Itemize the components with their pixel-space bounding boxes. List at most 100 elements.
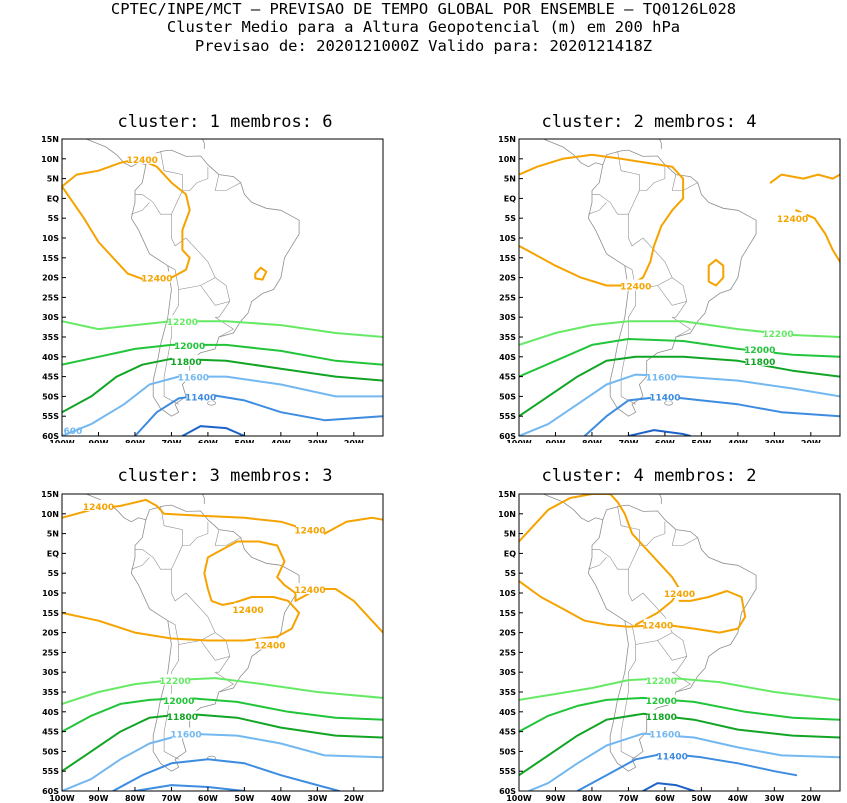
country-border bbox=[182, 521, 209, 546]
contour-label-11600: 11600 bbox=[178, 374, 209, 384]
country-border bbox=[657, 277, 688, 306]
contour-label-bg bbox=[161, 674, 190, 686]
contour-label-bg bbox=[647, 674, 676, 686]
y-tick-label: 60S bbox=[499, 787, 516, 796]
contour-label-11600: 11600 bbox=[649, 731, 680, 741]
y-tick-label: EQ bbox=[47, 549, 59, 558]
contour-label-12000: 12000 bbox=[744, 346, 775, 356]
contour-label-11800: 11800 bbox=[646, 713, 677, 723]
y-tick-label: 5S bbox=[48, 569, 60, 578]
contour-label-bg bbox=[255, 638, 284, 650]
country-border bbox=[620, 644, 636, 760]
x-tick-label: 20W bbox=[344, 794, 364, 803]
contour-label-bg bbox=[164, 693, 193, 705]
y-tick-label: 20S bbox=[499, 629, 516, 638]
x-tick-label: 60W bbox=[655, 794, 675, 803]
contour-line-11800 bbox=[519, 712, 840, 777]
x-tick-label: 70W bbox=[618, 439, 638, 443]
country-border bbox=[215, 671, 234, 693]
contour-line-11600 bbox=[62, 375, 383, 436]
panel-title: cluster: 4 membros: 2 bbox=[541, 466, 757, 486]
y-tick-label: 10S bbox=[42, 589, 59, 598]
x-tick-label: 80W bbox=[582, 439, 602, 443]
y-tick-label: 50S bbox=[499, 747, 516, 756]
cluster-panel-3: cluster: 3 membros: 3 12400 12400 12400 124… bbox=[0, 466, 424, 803]
contour-line-12400 bbox=[62, 498, 383, 535]
x-tick-label: 100W bbox=[506, 439, 532, 443]
y-tick-label: 20S bbox=[499, 274, 516, 283]
y-tick-label: 5S bbox=[505, 214, 517, 223]
contour-label-bg bbox=[175, 338, 204, 350]
country-border bbox=[214, 174, 241, 191]
contour-label-11400: 11400 bbox=[649, 393, 680, 403]
y-tick-label: EQ bbox=[504, 549, 516, 558]
country-border bbox=[163, 289, 179, 405]
country-border bbox=[671, 529, 698, 546]
y-tick-label: 40S bbox=[499, 353, 516, 362]
country-border bbox=[215, 301, 231, 318]
contour-edge-label: 600 bbox=[64, 427, 83, 437]
header-line-2: Cluster Medio para a Altura Geopotencial… bbox=[166, 18, 681, 36]
contour-map: 12400 12400 12200 12000 11800 11600 11400 600 15… bbox=[41, 135, 384, 443]
country-border bbox=[588, 557, 607, 570]
y-tick-label: 45S bbox=[499, 373, 516, 382]
contour-line-11800 bbox=[62, 712, 383, 773]
x-tick-label: 20W bbox=[344, 439, 364, 443]
coastline-south-america bbox=[587, 149, 757, 417]
y-tick-label: 15N bbox=[498, 490, 516, 499]
y-tick-label: 30S bbox=[42, 313, 59, 322]
y-tick-label: 10N bbox=[498, 510, 516, 519]
contour-line-12000 bbox=[62, 696, 383, 733]
contour-label-12200: 12200 bbox=[762, 330, 793, 340]
contour-label-bg bbox=[647, 709, 676, 721]
contour-line-11600 bbox=[62, 732, 383, 791]
contour-label-12400: 12400 bbox=[777, 215, 808, 225]
y-tick-label: EQ bbox=[504, 194, 516, 203]
x-tick-label: 20W bbox=[801, 794, 821, 803]
coastline-central-america bbox=[542, 139, 604, 168]
x-tick-label: 60W bbox=[198, 794, 218, 803]
y-tick-label: 40S bbox=[42, 353, 59, 362]
coastline-south-america bbox=[130, 149, 300, 417]
contour-line-12400 bbox=[519, 580, 747, 634]
country-border bbox=[167, 214, 216, 290]
y-tick-label: 60S bbox=[42, 787, 59, 796]
contour-label-bg bbox=[647, 693, 676, 705]
x-tick-label: 80W bbox=[582, 794, 602, 803]
x-tick-label: 50W bbox=[234, 794, 254, 803]
y-tick-label: 60S bbox=[42, 432, 59, 441]
country-border bbox=[639, 166, 666, 191]
country-border bbox=[182, 166, 209, 191]
contour-line-12400 bbox=[519, 494, 681, 626]
contour-label-bg bbox=[665, 587, 694, 598]
contour-label-12400: 12400 bbox=[642, 622, 673, 632]
y-tick-label: 20S bbox=[42, 274, 59, 283]
country-border bbox=[200, 277, 231, 306]
x-tick-label: 30W bbox=[307, 439, 327, 443]
contour-label-12000: 12000 bbox=[163, 697, 194, 707]
contour-line-12400 bbox=[519, 153, 685, 287]
contour-label-bg bbox=[172, 354, 201, 366]
coastline-caribbean bbox=[659, 494, 662, 504]
contour-label-11800: 11800 bbox=[170, 358, 201, 368]
country-border bbox=[657, 632, 688, 661]
contour-label-bg bbox=[658, 749, 687, 761]
y-tick-label: 45S bbox=[42, 373, 59, 382]
contour-label-12400: 12400 bbox=[141, 275, 172, 285]
y-tick-label: 35S bbox=[42, 333, 59, 342]
x-tick-label: 40W bbox=[271, 794, 291, 803]
contour-line-12000 bbox=[62, 343, 383, 366]
x-tick-label: 60W bbox=[198, 439, 218, 443]
y-tick-label: 10S bbox=[499, 589, 516, 598]
contour-label-12200: 12200 bbox=[167, 318, 198, 328]
header-line-1: CPTEC/INPE/MCT — PREVISAO DE TEMPO GLOBA… bbox=[110, 0, 737, 18]
contour-label-bg bbox=[172, 727, 201, 739]
x-tick-label: 30W bbox=[764, 794, 784, 803]
x-tick-label: 90W bbox=[545, 439, 565, 443]
contour-line-11200 bbox=[627, 429, 692, 436]
plot-frame bbox=[518, 493, 841, 792]
y-tick-label: 30S bbox=[499, 668, 516, 677]
contour-line-11200 bbox=[642, 782, 696, 791]
contour-label-12400: 12400 bbox=[127, 156, 158, 166]
cluster-panel-2: cluster: 2 membros: 4 12400 12400 12200 120… bbox=[424, 112, 847, 443]
